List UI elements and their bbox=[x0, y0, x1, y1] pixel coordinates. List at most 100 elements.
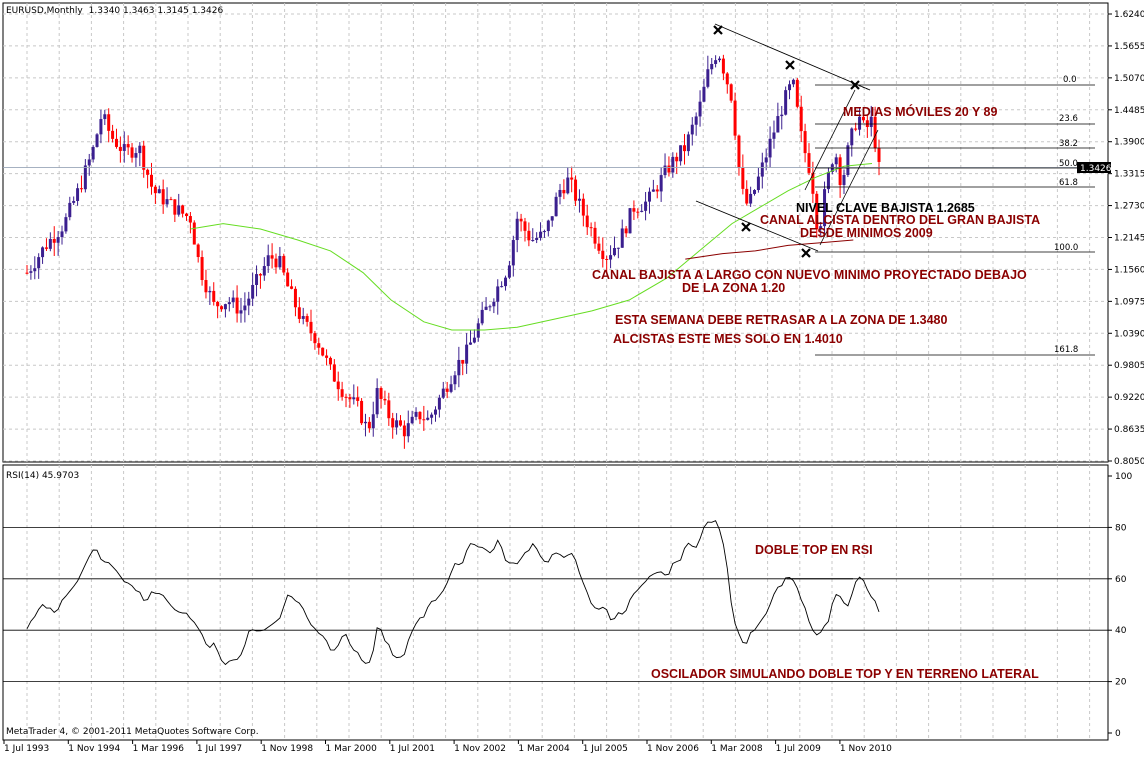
candle-body bbox=[640, 210, 644, 212]
candle-body bbox=[733, 100, 737, 136]
candle-body bbox=[690, 124, 694, 135]
candle-body bbox=[103, 114, 107, 120]
candle-body bbox=[262, 266, 266, 276]
candle-body bbox=[624, 228, 628, 234]
candle-body bbox=[149, 174, 153, 187]
candle-body bbox=[282, 256, 286, 273]
candle-body bbox=[609, 255, 613, 260]
candle-body bbox=[861, 116, 865, 121]
candle-body bbox=[169, 199, 173, 201]
candle-body bbox=[850, 128, 854, 146]
candle-body bbox=[562, 189, 566, 194]
grid: 1.6240 1.5655 1.5070 1.4485 1.3900 1.3315 1.27… bbox=[3, 3, 1144, 754]
candle-body bbox=[698, 101, 702, 117]
candle-body bbox=[107, 114, 111, 131]
annotation-esta-semana: ESTA SEMANA DEBE RETRASAR A LA ZONA DE 1… bbox=[615, 313, 948, 327]
x-tick-label: 1 Mar 1996 bbox=[133, 744, 185, 754]
candle-body bbox=[391, 418, 395, 428]
rsi-tick-label: 80 bbox=[1115, 523, 1127, 533]
x-tick-label: 1 Nov 2006 bbox=[647, 744, 699, 754]
candle-body bbox=[585, 215, 589, 228]
candle-body bbox=[620, 228, 624, 248]
candle-body bbox=[601, 250, 605, 259]
candle-body bbox=[356, 397, 360, 401]
price-tick-label: 0.8635 bbox=[1114, 425, 1144, 435]
channel-dotted bbox=[854, 83, 871, 91]
candle-body bbox=[418, 411, 422, 420]
annotation-zona-120: DE LA ZONA 1.20 bbox=[682, 281, 785, 295]
price-tick-label: 1.2145 bbox=[1114, 234, 1144, 244]
candle-body bbox=[589, 227, 593, 229]
candle-body bbox=[410, 416, 414, 424]
fib-label-0: 0.0 bbox=[1063, 75, 1077, 85]
candle-body bbox=[212, 290, 216, 302]
candle-body bbox=[33, 268, 37, 272]
candle-body bbox=[99, 119, 103, 135]
candle-body bbox=[457, 359, 461, 376]
candle-body bbox=[577, 198, 581, 201]
candle-body bbox=[803, 131, 807, 154]
candle-body bbox=[91, 146, 95, 160]
candle-body bbox=[25, 272, 29, 274]
ma-line-ma20 bbox=[190, 163, 873, 331]
candle-body bbox=[379, 388, 383, 399]
candle-body bbox=[153, 186, 157, 194]
candle-body bbox=[239, 310, 243, 314]
candle-body bbox=[511, 240, 515, 266]
candle-body bbox=[737, 135, 741, 168]
candle-body bbox=[305, 316, 309, 322]
candle-body bbox=[138, 145, 142, 154]
candle-body bbox=[539, 231, 543, 238]
candle-body bbox=[216, 301, 220, 307]
candle-body bbox=[290, 286, 294, 289]
candle-body bbox=[87, 159, 91, 166]
candle-body bbox=[519, 218, 523, 222]
price-tick-label: 1.2730 bbox=[1114, 202, 1144, 212]
rsi-tick-label: 0 bbox=[1115, 729, 1121, 739]
candle-body bbox=[56, 237, 60, 243]
x-tick-label: 1 Nov 2010 bbox=[840, 744, 892, 754]
fib-label-50: 50.0 bbox=[1059, 159, 1078, 169]
candle-body bbox=[858, 116, 862, 130]
candle-body bbox=[430, 414, 434, 418]
candle-body bbox=[788, 84, 792, 91]
candle-body bbox=[177, 205, 181, 215]
candle-body bbox=[869, 116, 873, 127]
x-marker bbox=[785, 60, 795, 70]
candle-body bbox=[398, 420, 402, 426]
price-tick-label: 1.0390 bbox=[1114, 329, 1144, 339]
candle-body bbox=[142, 145, 146, 170]
candle-body bbox=[566, 177, 570, 194]
x-tick-label: 1 Mar 2008 bbox=[711, 744, 763, 754]
candle-body bbox=[270, 255, 274, 259]
candle-body bbox=[718, 58, 722, 61]
candle-body bbox=[352, 397, 356, 400]
candle-body bbox=[387, 400, 391, 419]
candle-body bbox=[550, 216, 554, 221]
candle-body bbox=[554, 196, 558, 217]
candle-body bbox=[655, 189, 659, 192]
price-tick-label: 0.9805 bbox=[1114, 361, 1144, 371]
x-tick-label: 1 Jul 1993 bbox=[4, 744, 49, 754]
candle-body bbox=[95, 134, 99, 147]
candle-body bbox=[749, 193, 753, 204]
candle-body bbox=[838, 157, 842, 186]
candle-body bbox=[756, 176, 760, 191]
x-tick-label: 1 Mar 2000 bbox=[326, 744, 378, 754]
candle-body bbox=[204, 280, 208, 293]
price-tick-label: 1.1560 bbox=[1114, 265, 1144, 275]
candle-body bbox=[472, 337, 476, 343]
candle-body bbox=[558, 189, 562, 197]
candle-body bbox=[344, 396, 348, 398]
candle-body bbox=[496, 286, 500, 302]
candle-body bbox=[616, 247, 620, 249]
candle-body bbox=[111, 130, 115, 139]
candle-body bbox=[574, 179, 578, 201]
candle-body bbox=[146, 169, 150, 175]
candle-body bbox=[807, 153, 811, 173]
candle-body bbox=[636, 211, 640, 213]
candle-body bbox=[223, 304, 227, 310]
price-plot bbox=[3, 23, 1108, 449]
candle-body bbox=[134, 153, 138, 158]
candle-body bbox=[251, 284, 255, 299]
